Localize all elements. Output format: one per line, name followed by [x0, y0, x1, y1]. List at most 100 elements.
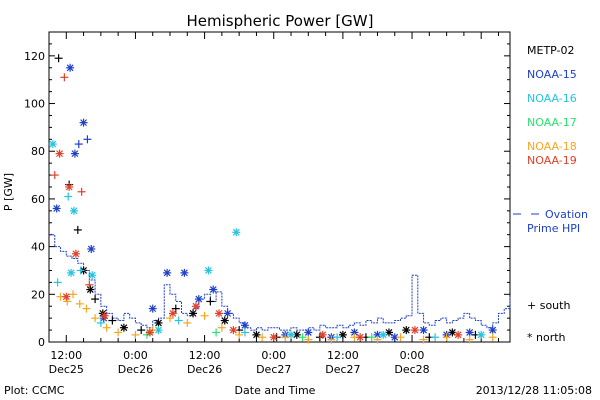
x-tick-label-time: 0:00 — [400, 349, 425, 362]
x-tick-label-time: 0:00 — [123, 349, 148, 362]
data-point-noaa-15 — [83, 135, 92, 144]
y-tick-label: 40 — [31, 241, 45, 254]
marker-stroke — [229, 326, 237, 334]
marker-stroke — [477, 331, 485, 339]
data-point-noaa-19 — [65, 183, 74, 191]
marker-stroke — [293, 331, 301, 339]
data-point-noaa-16 — [431, 333, 440, 342]
data-point-noaa-18 — [69, 290, 78, 299]
marker-stroke — [224, 309, 232, 317]
data-point-noaa-18 — [114, 328, 123, 337]
x-tick-label-time: 12:00 — [50, 349, 82, 362]
marker-stroke — [215, 309, 223, 317]
data-point-noaa-16 — [379, 330, 388, 339]
y-tick-label: 0 — [38, 336, 45, 349]
data-point-noaa-19 — [410, 326, 419, 335]
marker-stroke — [356, 333, 364, 341]
data-point-metp-02 — [73, 225, 82, 234]
data-point-noaa-18 — [131, 330, 140, 339]
legend-ovation-label-line2: Prime HPI — [527, 222, 580, 235]
marker-stroke — [420, 326, 427, 334]
data-point-noaa-15 — [163, 268, 172, 277]
x-tick-label-date: Dec27 — [256, 363, 291, 376]
ovation-hpi-line — [49, 234, 511, 331]
data-point-noaa-16 — [67, 268, 76, 277]
marker-stroke — [195, 295, 203, 303]
data-point-metp-02 — [137, 326, 146, 335]
x-tick-label-date: Dec28 — [394, 363, 429, 376]
marker-stroke — [72, 250, 80, 258]
marker-stroke — [241, 321, 249, 329]
data-points-layer — [48, 54, 497, 344]
marker-stroke — [88, 271, 96, 279]
marker-stroke — [209, 286, 217, 293]
data-point-noaa-19 — [454, 330, 463, 339]
marker-stroke — [67, 269, 75, 277]
data-point-noaa-17 — [367, 333, 376, 342]
data-point-noaa-18 — [75, 299, 84, 308]
marker-stroke — [86, 286, 94, 293]
data-point-noaa-16 — [174, 316, 183, 325]
data-point-noaa-15 — [488, 326, 497, 335]
data-point-noaa-18 — [217, 323, 226, 332]
data-point-noaa-18 — [183, 318, 192, 327]
marker-stroke — [350, 329, 358, 336]
marker-stroke — [146, 329, 154, 336]
data-point-noaa-15 — [465, 328, 474, 337]
data-point-noaa-19 — [318, 330, 327, 339]
marker-stroke — [155, 326, 162, 334]
data-point-noaa-15 — [74, 140, 83, 149]
data-point-noaa-16 — [232, 228, 241, 237]
marker-stroke — [66, 64, 74, 72]
marker-stroke — [80, 119, 87, 127]
x-axis: 12:00Dec250:00Dec2612:00Dec260:00Dec2712… — [48, 32, 499, 376]
timestamp-label: 2013/12/28 11:05:08 — [476, 384, 592, 397]
data-point-noaa-18 — [373, 335, 382, 344]
data-point-metp-02 — [189, 309, 198, 318]
legend-item-noaa-15: NOAA-15 — [527, 68, 577, 81]
data-point-noaa-19 — [229, 326, 238, 335]
data-point-noaa-15 — [304, 328, 313, 337]
data-point-noaa-18 — [91, 314, 100, 323]
data-point-noaa-16 — [69, 206, 78, 215]
data-point-noaa-18 — [419, 335, 428, 344]
data-point-noaa-15 — [419, 326, 428, 335]
data-point-noaa-16 — [48, 140, 57, 149]
legend-south-symbol: + south — [527, 299, 570, 312]
data-point-noaa-19 — [85, 280, 94, 289]
legend-item-noaa-17: NOAA-17 — [527, 116, 577, 129]
x-axis-label: Date and Time — [235, 384, 316, 397]
data-point-noaa-16 — [53, 278, 62, 287]
x-tick-label-date: Dec27 — [325, 363, 360, 376]
x-tick-label-date: Dec25 — [49, 363, 84, 376]
data-point-metp-02 — [206, 297, 215, 306]
x-tick-label-time: 12:00 — [327, 349, 359, 362]
marker-stroke — [489, 326, 497, 334]
data-point-noaa-16 — [96, 318, 105, 327]
marker-stroke — [391, 333, 399, 341]
data-point-noaa-18 — [200, 311, 209, 320]
chart-title: Hemispheric Power [GW] — [187, 12, 374, 30]
y-tick-label: 60 — [31, 193, 45, 206]
data-point-noaa-16 — [88, 271, 97, 280]
data-point-noaa-19 — [191, 302, 200, 311]
data-point-noaa-15 — [70, 149, 79, 158]
data-point-noaa-16 — [204, 266, 213, 275]
marker-stroke — [270, 333, 278, 341]
data-point-noaa-15 — [180, 268, 189, 277]
data-point-noaa-16 — [333, 333, 342, 342]
data-point-noaa-18 — [488, 333, 497, 342]
plot-source-label: Plot: CCMC — [4, 384, 65, 397]
legend-item-noaa-19: NOAA-19 — [527, 154, 577, 167]
marker-stroke — [402, 326, 410, 334]
legend-item-metp-02: METP-02 — [527, 44, 575, 57]
data-point-metp-02 — [220, 316, 229, 325]
data-point-noaa-19 — [71, 249, 80, 258]
data-point-noaa-19 — [60, 73, 69, 82]
plot-area-frame — [48, 31, 511, 343]
legend-north-symbol: * north — [527, 331, 566, 344]
legend-item-noaa-18: NOAA-18 — [527, 140, 577, 153]
data-point-noaa-16 — [240, 328, 249, 337]
